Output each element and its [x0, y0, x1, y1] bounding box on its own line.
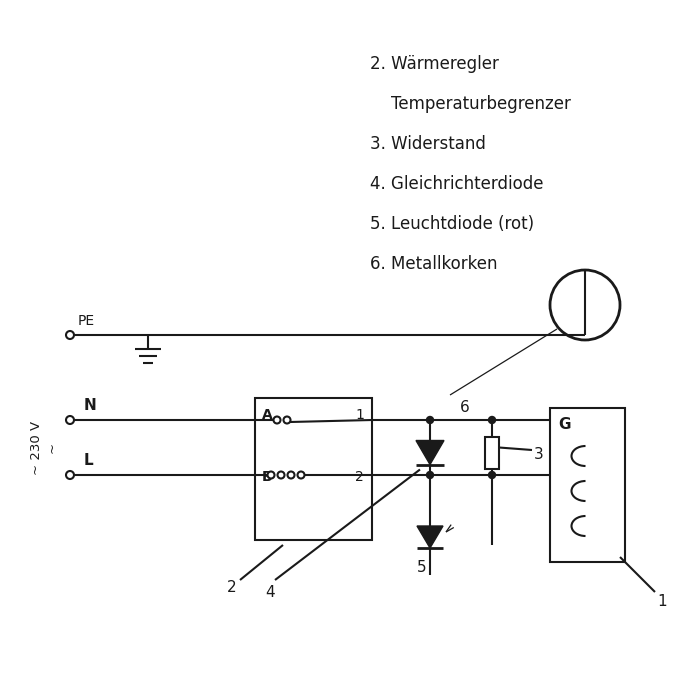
Circle shape [66, 416, 74, 424]
Bar [485, 437, 499, 468]
Text: 6. Metallkorken: 6. Metallkorken [370, 255, 498, 273]
Circle shape [277, 472, 284, 479]
Text: L: L [84, 453, 94, 468]
Text: PE: PE [78, 314, 95, 328]
Circle shape [274, 416, 281, 424]
Text: 2. Wärmeregler: 2. Wärmeregler [370, 55, 499, 73]
Circle shape [298, 472, 304, 479]
Circle shape [288, 472, 295, 479]
Text: ~ 230 V
~: ~ 230 V ~ [30, 421, 58, 475]
Text: 4: 4 [265, 585, 275, 600]
Circle shape [284, 416, 290, 424]
Bar [550, 408, 625, 562]
Text: 3. Widerstand: 3. Widerstand [370, 135, 486, 153]
Circle shape [426, 416, 433, 424]
Text: Temperaturbegrenzer: Temperaturbegrenzer [370, 95, 571, 113]
Bar [255, 398, 372, 540]
Circle shape [66, 331, 74, 339]
Circle shape [489, 472, 496, 479]
Circle shape [66, 471, 74, 479]
Polygon shape [416, 440, 444, 465]
Polygon shape [417, 526, 443, 548]
Text: 6: 6 [460, 400, 470, 415]
Text: G: G [558, 417, 570, 432]
Text: 1: 1 [657, 594, 666, 609]
Text: 2: 2 [228, 580, 237, 595]
Circle shape [489, 416, 496, 424]
Text: 2: 2 [355, 470, 364, 484]
Text: N: N [84, 398, 97, 413]
Text: 3: 3 [534, 447, 544, 462]
Text: A: A [262, 408, 273, 422]
Text: 4. Gleichrichterdiode: 4. Gleichrichterdiode [370, 175, 543, 193]
Text: 5: 5 [417, 560, 427, 575]
Circle shape [426, 472, 433, 479]
Circle shape [267, 472, 274, 479]
Text: 1: 1 [355, 408, 364, 422]
Text: 5. Leuchtdiode (rot): 5. Leuchtdiode (rot) [370, 215, 534, 233]
Text: B: B [262, 470, 272, 484]
